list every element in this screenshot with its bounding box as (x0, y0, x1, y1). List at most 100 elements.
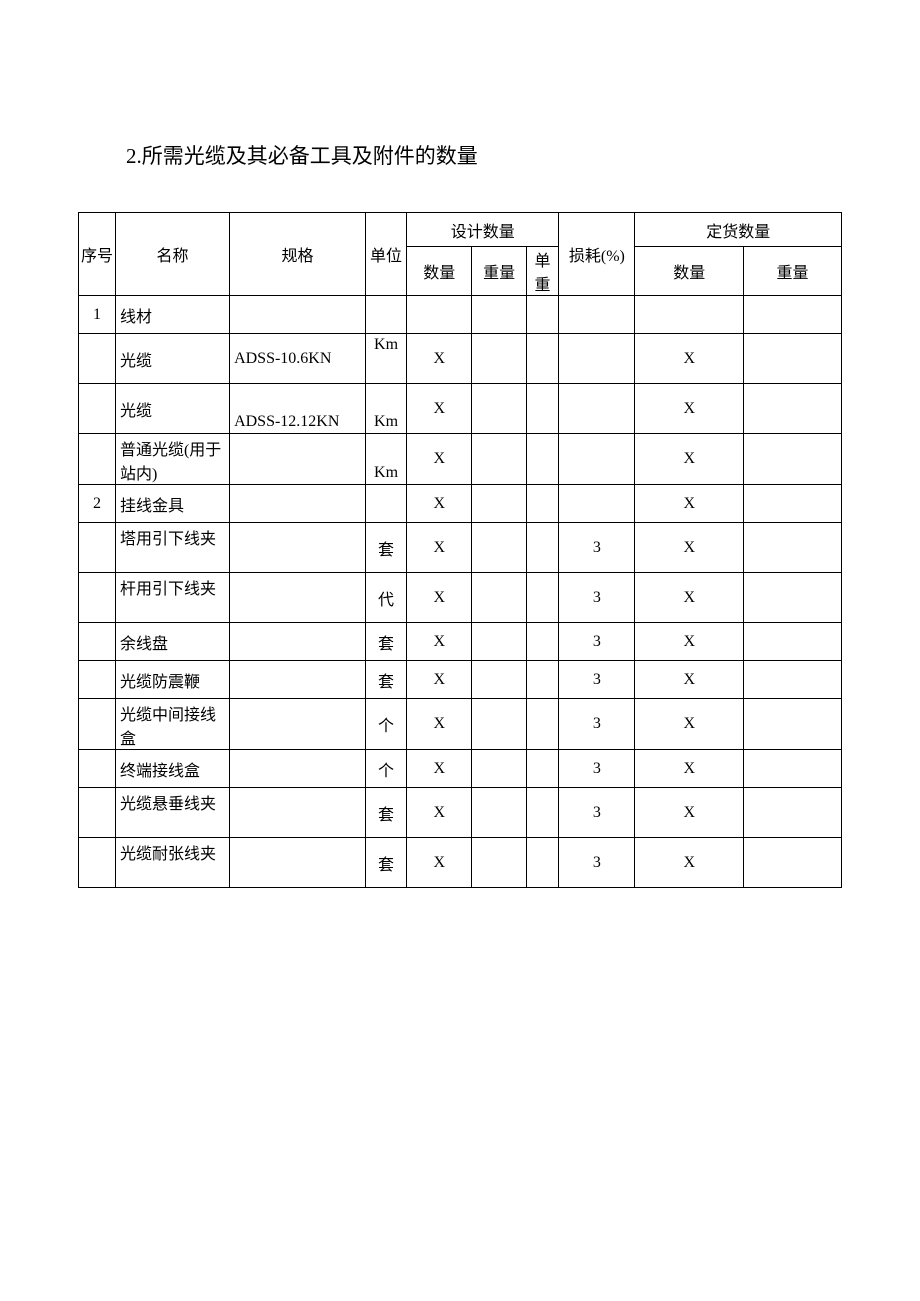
cell-qty: X (407, 788, 472, 838)
cell-unit: 套 (365, 623, 406, 661)
cell-order-weight (744, 485, 842, 523)
cell-loss: 3 (559, 699, 635, 750)
cell-qty: X (407, 434, 472, 485)
cell-order-qty: X (635, 523, 744, 573)
cell-order-qty: X (635, 384, 744, 434)
cell-unit-weight (526, 623, 559, 661)
cell-name: 余线盘 (115, 623, 229, 661)
cell-order-weight (744, 384, 842, 434)
cell-spec (230, 838, 366, 888)
header-name: 名称 (115, 213, 229, 296)
cell-loss: 3 (559, 838, 635, 888)
header-order-qty: 数量 (635, 247, 744, 296)
cell-seq (79, 750, 116, 788)
cell-unit-weight (526, 661, 559, 699)
cell-weight (472, 573, 526, 623)
cell-spec: ADSS-12.12KN (230, 384, 366, 434)
header-unit: 单位 (365, 213, 406, 296)
table-row: 光缆ADSS-12.12KNKmXX (79, 384, 842, 434)
cell-unit: 套 (365, 788, 406, 838)
cell-qty: X (407, 699, 472, 750)
document-page: 2.所需光缆及其必备工具及附件的数量 序号 名称 规格 单位 设计数量 损耗(%… (0, 0, 920, 888)
cell-weight (472, 838, 526, 888)
table-row: 光缆中间接线盒个X3X (79, 699, 842, 750)
cell-order-qty: X (635, 573, 744, 623)
table-row: 余线盘套X3X (79, 623, 842, 661)
cell-order-qty: X (635, 434, 744, 485)
cell-qty: X (407, 661, 472, 699)
cell-weight (472, 334, 526, 384)
cell-order-weight (744, 699, 842, 750)
cell-spec (230, 750, 366, 788)
cell-loss: 3 (559, 623, 635, 661)
table-row: 光缆ADSS-10.6KNKmXX (79, 334, 842, 384)
cell-qty: X (407, 523, 472, 573)
cell-unit: 套 (365, 661, 406, 699)
cell-seq (79, 623, 116, 661)
header-unit-weight: 单重 (526, 247, 559, 296)
cell-unit-weight (526, 434, 559, 485)
cell-seq (79, 699, 116, 750)
cell-unit-weight (526, 750, 559, 788)
cell-unit: 套 (365, 523, 406, 573)
cell-unit-weight (526, 384, 559, 434)
table-row: 塔用引下线夹套X3X (79, 523, 842, 573)
cell-weight (472, 623, 526, 661)
materials-table: 序号 名称 规格 单位 设计数量 损耗(%) 定货数量 数量 重量 单重 数量 … (78, 212, 842, 888)
cell-unit: 代 (365, 573, 406, 623)
cell-order-weight (744, 434, 842, 485)
cell-name: 线材 (115, 296, 229, 334)
cell-unit-weight (526, 485, 559, 523)
cell-seq: 2 (79, 485, 116, 523)
cell-seq (79, 434, 116, 485)
cell-qty: X (407, 750, 472, 788)
cell-weight (472, 523, 526, 573)
cell-spec: ADSS-10.6KN (230, 334, 366, 384)
cell-seq (79, 838, 116, 888)
cell-spec (230, 296, 366, 334)
cell-weight (472, 699, 526, 750)
cell-order-weight (744, 334, 842, 384)
cell-unit-weight (526, 699, 559, 750)
table-body: 1线材光缆ADSS-10.6KNKmXX光缆ADSS-12.12KNKmXX普通… (79, 296, 842, 888)
cell-qty: X (407, 623, 472, 661)
cell-order-qty: X (635, 750, 744, 788)
header-row-1: 序号 名称 规格 单位 设计数量 损耗(%) 定货数量 (79, 213, 842, 247)
cell-loss (559, 296, 635, 334)
cell-spec (230, 485, 366, 523)
cell-spec (230, 788, 366, 838)
cell-weight (472, 661, 526, 699)
cell-unit (365, 296, 406, 334)
cell-order-weight (744, 623, 842, 661)
cell-weight (472, 788, 526, 838)
cell-weight (472, 485, 526, 523)
table-row: 光缆耐张线夹套X3X (79, 838, 842, 888)
table-row: 1线材 (79, 296, 842, 334)
cell-seq (79, 788, 116, 838)
cell-order-weight (744, 523, 842, 573)
cell-weight (472, 296, 526, 334)
cell-unit-weight (526, 334, 559, 384)
cell-qty: X (407, 838, 472, 888)
cell-name: 光缆悬垂线夹 (115, 788, 229, 838)
table-row: 普通光缆(用于站内)KmXX (79, 434, 842, 485)
cell-unit-weight (526, 523, 559, 573)
cell-order-weight (744, 573, 842, 623)
cell-spec (230, 623, 366, 661)
cell-name: 光缆 (115, 334, 229, 384)
header-order-group: 定货数量 (635, 213, 842, 247)
header-qty: 数量 (407, 247, 472, 296)
header-weight: 重量 (472, 247, 526, 296)
cell-loss (559, 384, 635, 434)
cell-unit: Km (365, 334, 406, 384)
cell-order-qty: X (635, 788, 744, 838)
header-spec: 规格 (230, 213, 366, 296)
header-loss: 损耗(%) (559, 213, 635, 296)
table-row: 光缆悬垂线夹套X3X (79, 788, 842, 838)
cell-name: 光缆耐张线夹 (115, 838, 229, 888)
cell-order-weight (744, 838, 842, 888)
cell-order-weight (744, 750, 842, 788)
cell-order-qty: X (635, 661, 744, 699)
cell-name: 光缆 (115, 384, 229, 434)
cell-weight (472, 750, 526, 788)
